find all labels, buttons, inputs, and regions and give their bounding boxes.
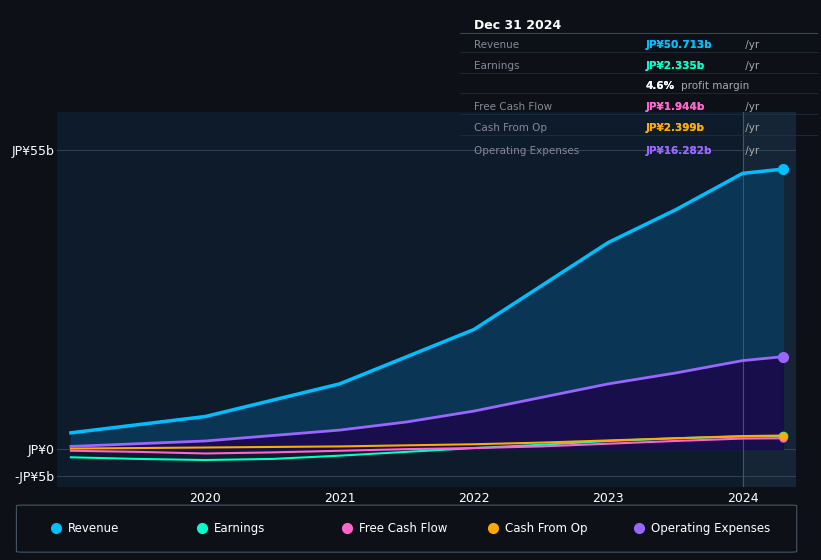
Text: JP¥50.713b: JP¥50.713b <box>645 40 712 50</box>
Text: JP¥2.399b: JP¥2.399b <box>645 123 704 133</box>
Bar <box>743 112 821 487</box>
Text: JP¥2.335b: JP¥2.335b <box>645 62 704 71</box>
Text: Earnings: Earnings <box>474 62 520 71</box>
Text: JP¥2.335b: JP¥2.335b <box>645 62 704 71</box>
Text: Free Cash Flow: Free Cash Flow <box>474 102 553 112</box>
Text: 4.6%: 4.6% <box>645 81 675 91</box>
Text: Operating Expenses: Operating Expenses <box>651 521 770 535</box>
Text: /yr: /yr <box>742 123 759 133</box>
Text: JP¥50.713b: JP¥50.713b <box>645 40 712 50</box>
Text: Revenue: Revenue <box>67 521 119 535</box>
Text: /yr: /yr <box>742 40 759 50</box>
Text: Cash From Op: Cash From Op <box>474 123 547 133</box>
Text: Cash From Op: Cash From Op <box>505 521 588 535</box>
Text: JP¥1.944b: JP¥1.944b <box>645 102 705 112</box>
Text: profit margin: profit margin <box>681 81 750 91</box>
Text: /yr: /yr <box>742 102 759 112</box>
Text: 4.6%: 4.6% <box>645 81 675 91</box>
Text: /yr: /yr <box>742 146 759 156</box>
Text: Revenue: Revenue <box>474 40 519 50</box>
Text: /yr: /yr <box>742 62 759 71</box>
Text: Earnings: Earnings <box>213 521 265 535</box>
Text: JP¥1.944b: JP¥1.944b <box>645 102 705 112</box>
Text: JP¥2.399b: JP¥2.399b <box>645 123 704 133</box>
Text: Free Cash Flow: Free Cash Flow <box>360 521 447 535</box>
Text: JP¥16.282b: JP¥16.282b <box>645 146 712 156</box>
Text: Dec 31 2024: Dec 31 2024 <box>474 19 562 32</box>
Text: JP¥16.282b: JP¥16.282b <box>645 146 712 156</box>
Text: Operating Expenses: Operating Expenses <box>474 146 580 156</box>
